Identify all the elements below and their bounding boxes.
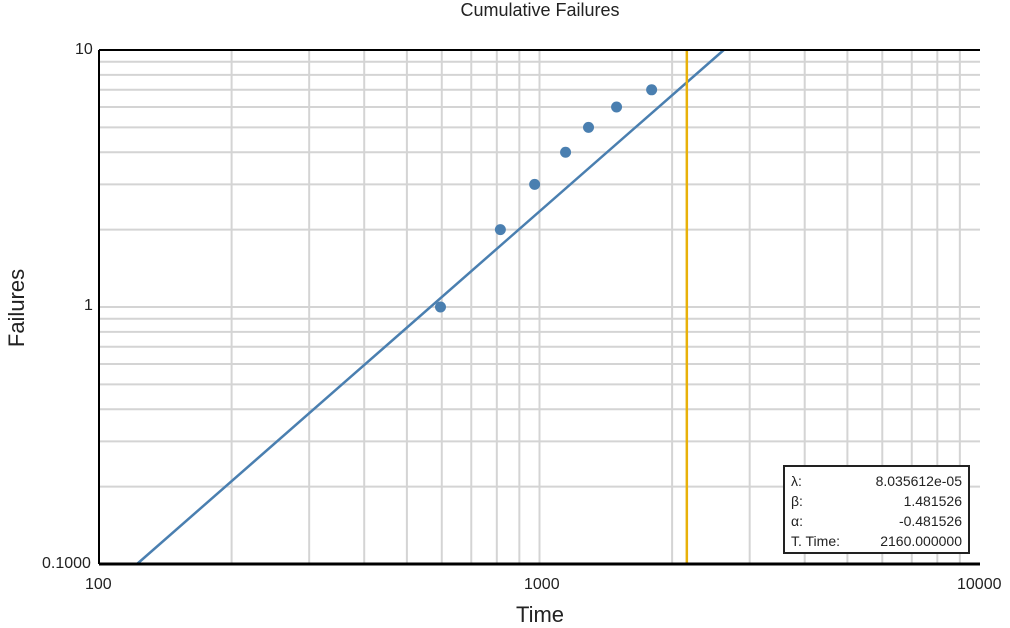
lambda-value: 8.035612e-05 xyxy=(875,473,962,489)
y-axis-label: Failures xyxy=(4,268,30,348)
total-time-label: T. Time: xyxy=(791,533,841,549)
lambda-row: λ: 8.035612e-05 xyxy=(791,471,962,491)
alpha-label: α: xyxy=(791,513,803,529)
fit-line-path xyxy=(136,49,725,565)
alpha-value: -0.481526 xyxy=(898,513,962,529)
x-tick-100: 100 xyxy=(85,576,112,593)
parameter-box: λ: 8.035612e-05 β: 1.481526 α: -0.481526 T.… xyxy=(783,465,970,554)
grid-lines xyxy=(99,50,980,564)
x-axis-label: Time xyxy=(515,602,565,627)
data-point xyxy=(494,224,506,236)
data-point xyxy=(529,178,541,190)
beta-value: 1.481526 xyxy=(903,493,962,509)
axes xyxy=(98,49,980,566)
data-point xyxy=(646,84,658,96)
data-point xyxy=(583,121,595,133)
data-points xyxy=(434,84,658,313)
data-point xyxy=(434,301,446,313)
data-point xyxy=(560,146,572,158)
beta-label: β: xyxy=(791,493,803,509)
x-tick-10000: 10000 xyxy=(957,576,1002,593)
total-time-row: T. Time: 2160.000000 xyxy=(791,531,962,551)
lambda-label: λ: xyxy=(791,473,802,489)
x-tick-1000: 1000 xyxy=(524,576,560,593)
y-tick-1: 1 xyxy=(84,297,93,314)
y-tick-0.1: 0.1000 xyxy=(42,555,91,572)
y-tick-10: 10 xyxy=(75,41,93,58)
chart-title: Cumulative Failures xyxy=(460,0,620,20)
alpha-row: α: -0.481526 xyxy=(791,511,962,531)
data-point xyxy=(611,101,623,113)
fit-line xyxy=(136,49,725,565)
total-time-value: 2160.000000 xyxy=(880,533,962,549)
beta-row: β: 1.481526 xyxy=(791,491,962,511)
